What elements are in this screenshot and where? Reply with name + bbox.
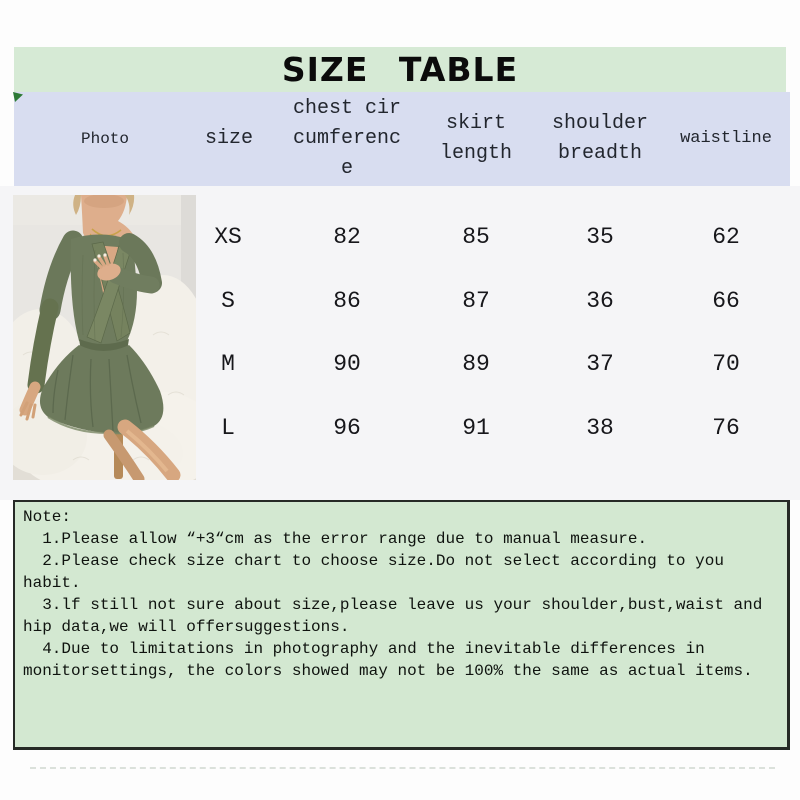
table-row: L 96 91 38 76 xyxy=(196,396,790,460)
table-header-row: Photo size chest circumference skirt len… xyxy=(14,92,790,186)
page-title: SIZE TABLE xyxy=(281,50,519,89)
chest-cell: 96 xyxy=(333,415,361,442)
column-header-chest: chest circumference xyxy=(280,94,414,184)
table-row: S 86 87 36 66 xyxy=(196,269,790,333)
photo-model xyxy=(19,195,181,480)
column-header-shoulder: shoulder breadth xyxy=(551,112,648,165)
skirt-length-cell: 91 xyxy=(462,415,490,442)
note-box: Note: 1.Please allow “+3“cm as the error… xyxy=(13,500,790,750)
column-header-chest-label: chest circumference xyxy=(292,97,402,180)
column-header-size: size xyxy=(204,127,253,150)
note-item-2: 2.Please check size chart to choose size… xyxy=(23,552,724,592)
shoulder-cell: 36 xyxy=(586,287,614,314)
note-label: Note: xyxy=(23,508,72,526)
waistline-cell: 70 xyxy=(712,351,740,378)
column-header-skirt: skirt length xyxy=(439,112,512,165)
waistline-cell: 62 xyxy=(712,223,740,250)
chest-cell: 82 xyxy=(333,223,361,250)
skirt-length-cell: 85 xyxy=(462,223,490,250)
size-cell: S xyxy=(221,287,235,314)
table-body: XS 82 85 35 62 S 86 87 36 66 M 90 89 37 … xyxy=(0,186,800,500)
skirt-length-cell: 87 xyxy=(462,287,490,314)
size-cell: XS xyxy=(214,223,242,250)
title-banner: SIZE TABLE xyxy=(14,47,786,92)
chest-cell: 86 xyxy=(333,287,361,314)
waistline-cell: 66 xyxy=(712,287,740,314)
note-item-3: 3.lf still not sure about size,please le… xyxy=(23,596,763,636)
skirt-length-cell: 89 xyxy=(462,351,490,378)
column-header-waistline: waistline xyxy=(680,129,772,148)
shoulder-cell: 35 xyxy=(586,223,614,250)
note-item-1: 1.Please allow “+3“cm as the error range… xyxy=(42,530,648,548)
bottom-divider xyxy=(30,767,775,769)
column-header-photo: Photo xyxy=(80,130,129,148)
cell-corner-marker-icon xyxy=(13,92,23,102)
shoulder-cell: 37 xyxy=(586,351,614,378)
note-item-4: 4.Due to limitations in photography and … xyxy=(23,640,753,680)
size-cell: L xyxy=(221,415,235,442)
waistline-cell: 76 xyxy=(712,415,740,442)
table-row: M 90 89 37 70 xyxy=(196,333,790,397)
model-photo-illustration xyxy=(13,195,196,480)
size-rows: XS 82 85 35 62 S 86 87 36 66 M 90 89 37 … xyxy=(196,205,790,460)
table-row: XS 82 85 35 62 xyxy=(196,205,790,269)
product-photo xyxy=(13,195,196,480)
shoulder-cell: 38 xyxy=(586,415,614,442)
chest-cell: 90 xyxy=(333,351,361,378)
size-cell: M xyxy=(221,351,235,378)
